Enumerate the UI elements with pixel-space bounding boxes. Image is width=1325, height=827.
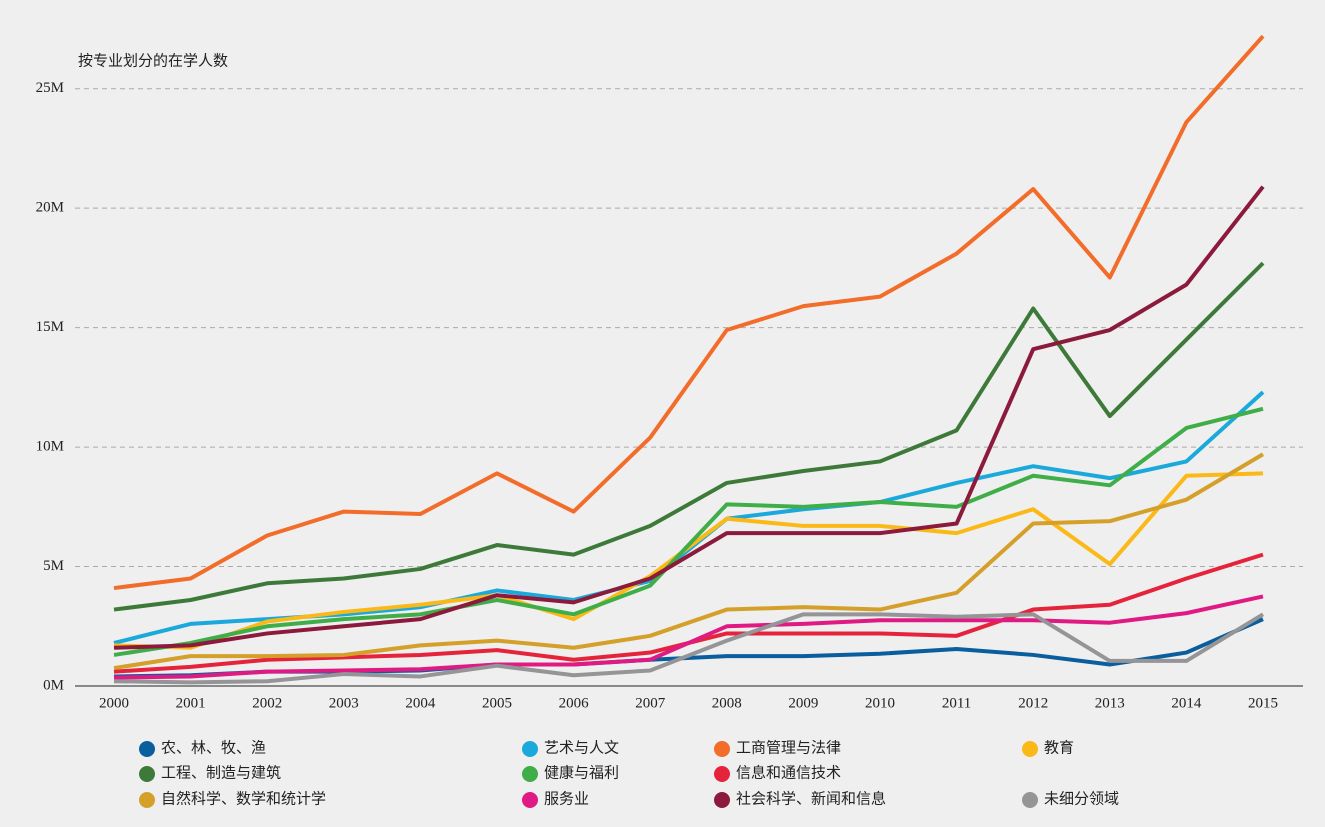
x-tick-label: 2007 [635,695,666,711]
legend-marker [522,792,538,808]
legend-marker [139,792,155,808]
legend-label: 农、林、牧、渔 [161,739,266,756]
x-tick-label: 2008 [712,695,742,711]
x-tick-label: 2006 [559,695,590,711]
legend-marker [1022,792,1038,808]
legend-label: 健康与福利 [544,764,619,781]
legend-label: 服务业 [544,790,589,807]
y-tick-label: 10M [36,439,64,455]
x-tick-label: 2003 [329,695,359,711]
series-line [113,261,1265,612]
series-line [113,452,1265,671]
series-line [113,185,1265,650]
legend-marker [714,792,730,808]
x-tick-label: 2011 [942,695,971,711]
series-line [113,612,1265,685]
x-tick-label: 2010 [865,695,895,711]
x-tick-label: 2004 [405,695,436,711]
legend-label: 艺术与人文 [544,739,619,756]
series-line [113,406,1264,657]
x-tick-label: 2012 [1018,695,1048,711]
x-tick-label: 2013 [1095,695,1125,711]
x-tick-label: 2014 [1171,695,1202,711]
y-tick-label: 15M [36,319,64,335]
legend-label: 工程、制造与建筑 [161,764,281,781]
legend-label: 信息和通信技术 [736,764,841,781]
series-line [113,594,1264,680]
legend-label: 工商管理与法律 [736,739,841,756]
legend-label: 未细分领域 [1044,790,1119,807]
x-tick-label: 2009 [788,695,818,711]
legend-marker [714,766,730,782]
legend-label: 教育 [1044,739,1074,756]
x-tick-label: 2015 [1248,695,1278,711]
legend-marker [1022,741,1038,757]
series-line [113,34,1265,591]
legend-marker [714,741,730,757]
legend-marker [522,741,538,757]
chart-title: 按专业划分的在学人数 [78,52,228,69]
legend-marker [139,741,155,757]
x-tick-label: 2000 [99,695,129,711]
y-tick-label: 20M [36,200,64,216]
x-tick-label: 2001 [176,695,206,711]
x-tick-label: 2002 [252,695,282,711]
y-tick-label: 25M [36,80,64,96]
y-tick-label: 5M [43,558,64,574]
y-tick-label: 0M [43,677,64,693]
x-tick-label: 2005 [482,695,512,711]
legend-marker [522,766,538,782]
legend-label: 自然科学、数学和统计学 [161,790,326,807]
legend-label: 社会科学、新闻和信息 [736,790,886,807]
legend-marker [139,766,155,782]
